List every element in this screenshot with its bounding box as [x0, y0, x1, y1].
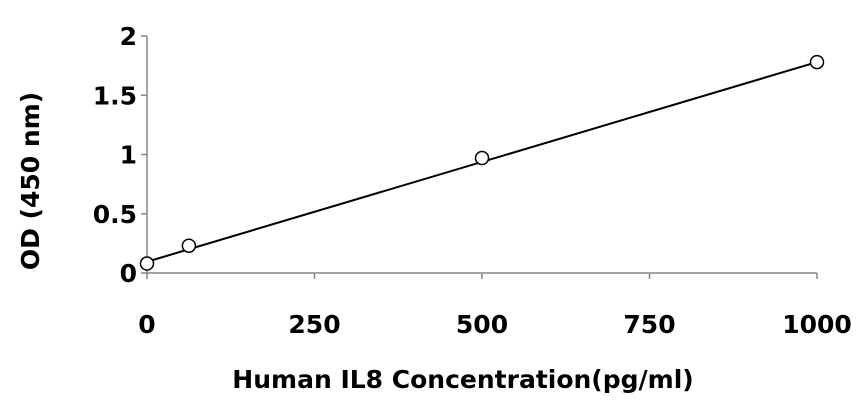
x-axis-title: Human IL8 Concentration(pg/ml) — [232, 365, 693, 394]
y-tick-label: 1 — [120, 141, 137, 170]
y-axis-title: OD (450 nm) — [16, 92, 45, 270]
data-point — [809, 54, 825, 70]
y-tick-label: 0.5 — [93, 200, 137, 229]
x-tick-label: 250 — [288, 310, 340, 339]
data-point — [474, 150, 490, 166]
x-tick-label: 1000 — [782, 310, 852, 339]
y-tick-label: 0 — [120, 259, 137, 288]
data-point — [139, 256, 155, 271]
x-tick-label: 0 — [138, 310, 155, 339]
x-ticks: 0 250 500 750 1000 — [138, 273, 852, 339]
y-ticks: 0 0.5 1 1.5 2 — [93, 22, 147, 288]
data-points — [139, 54, 825, 271]
x-tick-label: 500 — [456, 310, 508, 339]
y-tick-label: 1.5 — [93, 81, 137, 110]
y-tick-label: 2 — [120, 22, 137, 51]
x-tick-label: 750 — [623, 310, 675, 339]
data-point — [181, 238, 197, 253]
